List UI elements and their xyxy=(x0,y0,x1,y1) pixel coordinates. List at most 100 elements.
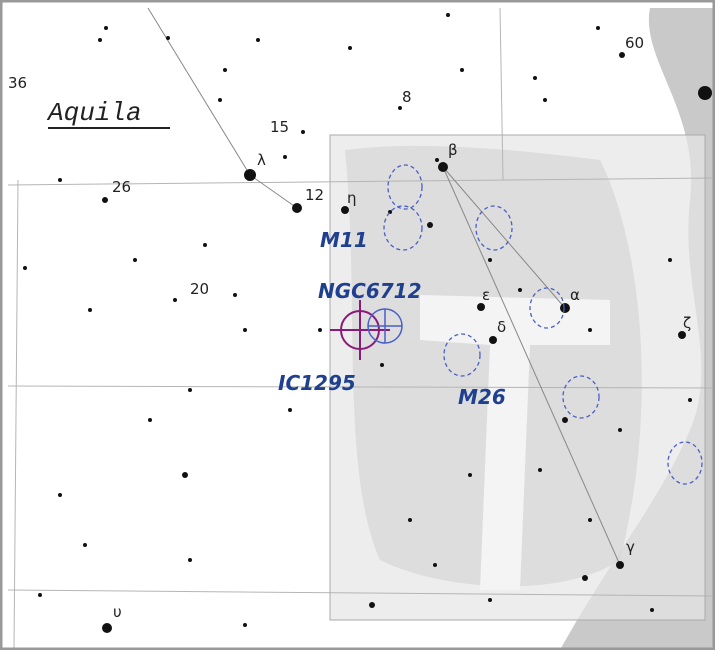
star-label: 20 xyxy=(190,280,209,298)
star xyxy=(668,258,672,262)
star xyxy=(433,563,437,567)
star xyxy=(23,266,27,270)
star xyxy=(560,303,570,313)
cluster-circle xyxy=(387,164,423,210)
object-label: M26 xyxy=(458,385,506,409)
star xyxy=(104,26,108,30)
star-label: η xyxy=(347,189,357,207)
star-label: γ xyxy=(626,538,635,556)
object-label: M11 xyxy=(320,228,368,252)
star xyxy=(188,388,192,392)
star xyxy=(98,38,102,42)
star-label: δ xyxy=(497,318,506,336)
grid-line xyxy=(7,177,715,186)
star-label: ζ xyxy=(683,314,691,332)
star xyxy=(616,561,624,569)
star-label: 60 xyxy=(625,34,644,52)
star xyxy=(292,203,302,213)
star xyxy=(698,86,712,100)
star xyxy=(243,328,247,332)
star xyxy=(166,36,170,40)
star xyxy=(182,472,188,478)
star xyxy=(618,428,622,432)
star xyxy=(38,593,42,597)
star xyxy=(460,68,464,72)
star xyxy=(488,598,492,602)
grid-line xyxy=(13,179,19,650)
star xyxy=(102,197,108,203)
star xyxy=(650,608,654,612)
star-label: β xyxy=(448,141,458,159)
object-label: IC1295 xyxy=(278,371,356,395)
star xyxy=(435,158,439,162)
star xyxy=(489,336,497,344)
star-label: ε xyxy=(482,286,490,304)
cluster-circle xyxy=(475,205,513,251)
grid-line xyxy=(7,589,715,597)
star xyxy=(518,288,522,292)
star xyxy=(562,417,568,423)
star xyxy=(533,76,537,80)
star xyxy=(477,303,485,311)
cluster-circle xyxy=(562,375,600,419)
star xyxy=(588,328,592,332)
globular-symbol xyxy=(330,300,390,360)
star xyxy=(318,328,322,332)
star xyxy=(588,518,592,522)
star xyxy=(446,13,450,17)
star xyxy=(408,518,412,522)
cluster-circle xyxy=(443,333,481,377)
object-label: NGC6712 xyxy=(318,279,422,303)
star xyxy=(369,602,375,608)
star xyxy=(102,623,112,633)
star xyxy=(438,162,448,172)
star-label: 36 xyxy=(8,74,27,92)
star xyxy=(688,398,692,402)
star-label: υ xyxy=(113,603,122,621)
star xyxy=(283,155,287,159)
star xyxy=(468,473,472,477)
star xyxy=(233,293,237,297)
star xyxy=(380,363,384,367)
star-label: 12 xyxy=(305,186,324,204)
star xyxy=(398,106,402,110)
star xyxy=(244,169,256,181)
clusters xyxy=(383,164,703,485)
star xyxy=(218,98,222,102)
star xyxy=(243,623,247,627)
labels: 36 15 8 60 26 12 η λ 20 β α εδ ζ γ υ M11 NGC6712 IC1295 M2… xyxy=(8,34,691,621)
star xyxy=(619,52,625,58)
stars xyxy=(23,13,712,633)
star xyxy=(301,130,305,134)
bright-region xyxy=(420,295,610,590)
star xyxy=(133,258,137,262)
star-label: λ xyxy=(257,151,266,169)
star xyxy=(88,308,92,312)
star xyxy=(348,46,352,50)
star-label: 26 xyxy=(112,178,131,196)
field-box xyxy=(329,134,706,621)
grid-line xyxy=(499,7,504,181)
star xyxy=(58,493,62,497)
star-label: 15 xyxy=(270,118,289,136)
star xyxy=(596,26,600,30)
cluster-circle xyxy=(667,441,703,485)
star xyxy=(678,331,686,339)
star-label: α xyxy=(570,286,580,304)
star xyxy=(543,98,547,102)
star xyxy=(148,418,152,422)
constellation-name: Aquila xyxy=(46,98,142,128)
star xyxy=(488,258,492,262)
star xyxy=(223,68,227,72)
star xyxy=(256,38,260,42)
constellation-line xyxy=(442,166,621,566)
star xyxy=(288,408,292,412)
star xyxy=(538,468,542,472)
star xyxy=(173,298,177,302)
constellation-line xyxy=(442,166,566,309)
cluster-circle xyxy=(383,205,423,251)
star xyxy=(188,558,192,562)
star xyxy=(83,543,87,547)
